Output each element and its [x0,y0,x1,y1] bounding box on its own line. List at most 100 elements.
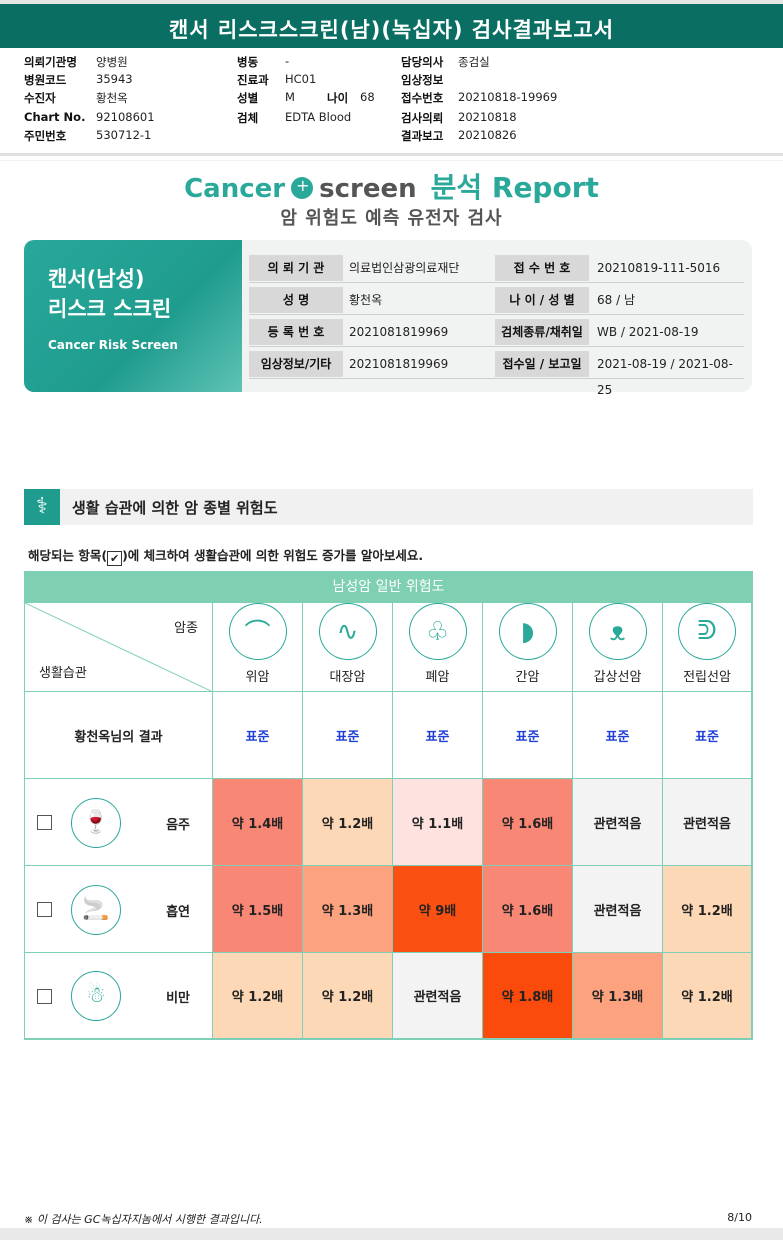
risk-cell: 약 9배 [393,866,483,953]
meta-value: 92108601 [96,110,155,124]
patient-card: 캔서(남성) 리스크 스크린 Cancer Risk Screen 의 뢰 기 … [24,240,752,397]
risk-cell: 약 1.3배 [573,953,663,1039]
meta-value: 종검실 [458,55,490,69]
habit-checkbox[interactable] [37,988,52,1004]
card-info-label: 나 이 / 성 별 [495,287,589,313]
habit-row-label: ☃ 비만 [25,953,213,1039]
cancer-name: 위암 [245,670,270,685]
card-info-value: 2021081819969 [349,357,449,371]
card-info-row: 임상정보/기타 2021081819969 접수일 / 보고일 2021-08-19 … [249,348,744,397]
habit-row-label: 🚬 흡연 [25,866,213,953]
cancer-header: ♧ 폐암 [393,603,483,692]
table-corner: 암종 생활습관 [25,603,213,692]
meta-label: 임상정보 [401,73,444,87]
cancer-header: ᴥ 갑상선암 [573,603,663,692]
card-title-line1: 캔서(남성) [48,267,145,291]
section-header: ⚕ 생활 습관에 의한 암 종별 위험도 [24,489,753,525]
card-info-label: 접수일 / 보고일 [495,351,589,377]
instruction-text: 해당되는 항목(✔)에 체크하여 생활습관에 의한 위험도 증가를 알아보세요. [28,548,424,566]
risk-cell: 약 1.2배 [663,953,752,1039]
card-title-line2: 리스크 스크린 [48,297,172,321]
cancer-name: 갑상선암 [593,670,642,685]
corner-diagonal [25,603,213,692]
obesity-icon: ☃ [71,971,121,1021]
risk-cell: 약 1.6배 [483,779,573,866]
brand-report-title: 분석 Report [430,171,599,204]
risk-cell: 약 1.1배 [393,779,483,866]
risk-cell: 관련적음 [393,953,483,1039]
card-info-value: 2021081819969 [349,325,449,339]
risk-cell: 관련적음 [573,866,663,953]
brand-logo: Cancer screen 분석 Report [0,166,783,206]
result-cell: 표준 [213,692,303,779]
plus-ring-icon [291,176,314,199]
result-cell: 표준 [483,692,573,779]
cancer-header: ⌒ 위암 [213,603,303,692]
result-cell: 표준 [663,692,752,779]
meta-value: M [285,90,295,104]
cancer-name: 대장암 [329,670,366,685]
risk-cell: 약 1.5배 [213,866,303,953]
cancer-name: 폐암 [425,670,450,685]
liver-icon: ◗ [498,603,557,660]
meta-label: 주민번호 [24,129,67,143]
meta-label: 검사의뢰 [401,111,444,125]
cancer-header: ∿ 대장암 [303,603,393,692]
card-info-label: 임상정보/기타 [249,351,343,377]
divider [0,160,783,161]
risk-table: 남성암 일반 위험도 암종 생활습관 ⌒ 위암 ∿ 대장암 ♧ 폐암 ◗ 간암 ᴥ 갑상선암 ᕲ 전립선암… [24,571,753,1040]
cancer-header: ᕲ 전립선암 [663,603,752,692]
alcohol-icon: 🍷 [71,797,121,848]
meta-label: 검체 [237,111,259,125]
meta-value: HC01 [285,72,317,86]
meta-value-age: 68 [360,90,375,104]
meta-label: 수진자 [24,91,56,105]
risk-cell: 약 1.2배 [663,866,752,953]
stethoscope-icon: ⚕ [24,489,60,525]
meta-label: Chart No. [24,110,86,124]
habit-name: 음주 [166,817,190,833]
corner-label-cancer: 암종 [174,621,198,636]
card-info-label: 등 록 번 호 [249,319,343,345]
checkbox-sample-icon: ✔ [107,551,123,566]
habit-checkbox[interactable] [37,815,52,830]
habit-name: 흡연 [166,904,190,920]
meta-value: 양병원 [96,55,128,69]
report-title: 캔서 리스크스크린(남)(녹십자) 검사결과보고서 [168,18,615,42]
meta-value: 530712-1 [96,128,152,142]
report-subtitle: 암 위험도 예측 유전자 검사 [280,208,503,229]
card-info-label: 의 뢰 기 관 [249,255,343,281]
meta-label: 병원코드 [24,73,67,87]
risk-cell: 약 1.8배 [483,953,573,1039]
card-info-row: 등 록 번 호 2021081819969 검체종류/채취일 WB / 2021-08… [249,316,744,347]
card-info-value: 2021-08-19 / 2021-08-25 [597,357,733,397]
risk-cell: 약 1.4배 [213,779,303,866]
meta-label-age: 나이 [327,91,349,105]
result-cell: 표준 [393,692,483,779]
result-cell: 표준 [573,692,663,779]
cancer-name: 전립선암 [683,670,731,685]
cancer-name: 간암 [515,670,540,685]
risk-cell: 관련적음 [663,779,752,866]
meta-label: 담당의사 [401,55,444,69]
section-title: 생활 습관에 의한 암 종별 위험도 [72,499,278,517]
stomach-icon: ⌒ [228,603,287,660]
meta-value: 20210818-19969 [458,90,558,104]
card-info-label: 접 수 번 호 [495,255,589,281]
card-info-row: 성 명 황천옥 나 이 / 성 별 68 / 남 [249,284,744,315]
risk-cell: 관련적음 [573,779,663,866]
meta-value: 35943 [96,72,133,86]
card-info-value: 68 / 남 [597,293,635,307]
meta-value: 황천옥 [96,91,128,105]
risk-cell: 약 1.2배 [213,953,303,1039]
divider [0,153,783,156]
page-number: 8/10 [727,1211,752,1224]
meta-label: 성별 [237,91,259,105]
habit-row-label: 🍷 음주 [25,779,213,866]
habit-checkbox[interactable] [37,902,52,917]
lung-icon: ♧ [408,603,467,660]
card-info-value: 의료법인삼광의료재단 [349,261,460,275]
card-info-label: 검체종류/채취일 [495,319,589,345]
meta-label: 의뢰기관명 [24,55,77,69]
cancer-header: ◗ 간암 [483,603,573,692]
